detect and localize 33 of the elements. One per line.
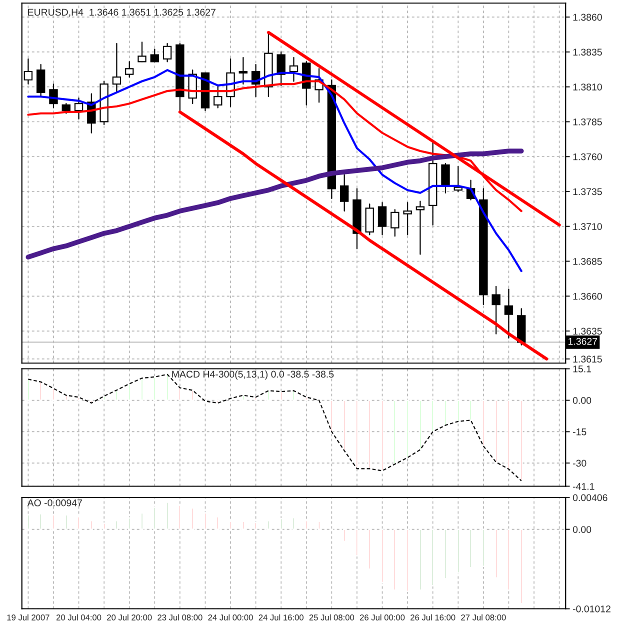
x-tick-label: 20 Jul 20:00: [107, 614, 152, 620]
chart-title: EURUSD,H4 1.3646 1.3651 1.3625 1.3627: [28, 8, 216, 17]
y-tick-label: 1.3635: [573, 328, 602, 335]
y-tick-label: 1.3860: [573, 14, 602, 21]
x-tick-label: 23 Jul 08:00: [158, 614, 202, 620]
x-tick-label: 20 Jul 04:00: [56, 614, 102, 620]
y-tick-label: 1.3710: [573, 223, 602, 230]
chart-title: AO -0.00947: [27, 499, 82, 506]
y-tick-label: -15: [573, 428, 586, 436]
y-tick-label: 1.3685: [573, 258, 602, 265]
x-tick-label: 25 Jul 08:00: [309, 614, 354, 620]
y-tick-label: 1.3785: [573, 118, 602, 126]
x-tick-label: 26 Jul 00:00: [360, 614, 405, 620]
x-tick-label: 19 Jul 2007: [7, 614, 50, 620]
x-tick-label: 24 Jul 00:00: [208, 614, 253, 620]
ref-line-label: 1.3627: [568, 338, 598, 345]
y-tick-label: 15.1: [573, 366, 592, 372]
y-tick-label: 1.3760: [573, 153, 602, 160]
y-tick-label: -30: [573, 460, 586, 467]
x-tick-label: 26 Jul 16:00: [410, 614, 456, 620]
y-tick-label: -41.1: [573, 483, 594, 490]
chart-title: MACD H4-300(5,13,1) 0.0 -38.5 -38.5: [172, 370, 334, 380]
y-tick-label: -0.01012: [573, 605, 610, 612]
y-tick-label: 1.3810: [573, 84, 602, 90]
y-tick-label: 1.3735: [573, 188, 602, 196]
y-tick-label: 1.3660: [573, 292, 602, 300]
x-tick-label: 27 Jul 08:00: [461, 614, 506, 620]
y-tick-label: 0.00: [572, 526, 592, 533]
y-tick-label: 0.00: [572, 397, 592, 404]
y-tick-label: 1.3615: [573, 356, 602, 363]
y-tick-label: 1.3835: [573, 48, 602, 56]
x-tick-label: 24 Jul 16:00: [258, 614, 304, 620]
y-tick-label: 0.00406: [572, 494, 608, 502]
